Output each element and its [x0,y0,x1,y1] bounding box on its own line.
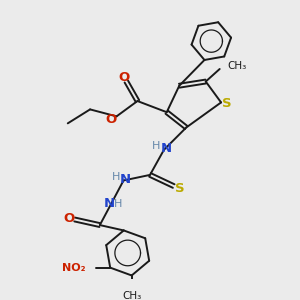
Text: O: O [63,212,74,225]
Text: N: N [103,196,115,210]
Text: NO₂: NO₂ [61,262,85,273]
Text: O: O [105,113,117,126]
Text: H: H [152,142,160,152]
Text: N: N [120,173,131,186]
Text: H: H [112,172,120,182]
Text: H: H [114,199,122,209]
Text: S: S [175,182,184,195]
Text: N: N [160,142,172,155]
Text: O: O [118,71,129,84]
Text: CH₃: CH₃ [122,291,141,300]
Text: CH₃: CH₃ [227,61,247,70]
Text: S: S [222,97,232,110]
